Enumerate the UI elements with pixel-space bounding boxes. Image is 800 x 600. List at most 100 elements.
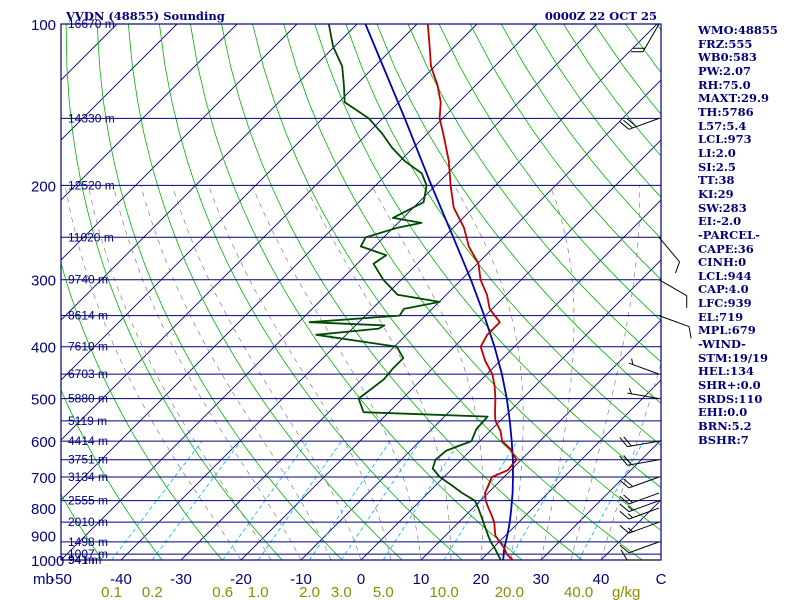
pressure-tick-label: 100 bbox=[31, 17, 56, 34]
indices-panel: WMO:48855 FRZ:555 WB0:583 PW:2.07 RH:75.… bbox=[698, 23, 798, 447]
mixing-ratio-unit-label: g/kg bbox=[612, 584, 640, 600]
wind-barb bbox=[619, 117, 660, 130]
temperature-tick-label: -20 bbox=[230, 571, 252, 588]
index-sw: SW:283 bbox=[698, 200, 747, 215]
wind-barb-feather bbox=[623, 455, 632, 465]
index-brn: BRN:5.2 bbox=[698, 419, 752, 434]
mixing-ratio-line bbox=[578, 440, 644, 560]
mixing-ratio-line bbox=[382, 440, 461, 560]
temperature-tick-label: 40 bbox=[593, 571, 610, 588]
isotherm-line bbox=[420, 319, 661, 560]
height-tick-label: 94 m bbox=[68, 553, 95, 567]
dry-adiabat-line bbox=[159, 24, 463, 560]
mixing-ratio-line bbox=[222, 440, 309, 560]
height-tick-label: 1007 m bbox=[68, 547, 108, 561]
index-ki: KI:29 bbox=[698, 186, 734, 201]
wind-barb bbox=[619, 521, 660, 534]
wind-barb-staff bbox=[627, 459, 660, 466]
mixing-ratio-line bbox=[508, 440, 579, 560]
index-wmo: WMO:48855 bbox=[698, 23, 778, 37]
index-bshr: BSHR:7 bbox=[698, 432, 749, 447]
pressure-tick-label: 900 bbox=[31, 528, 56, 545]
index-l57: L57:5.4 bbox=[698, 118, 747, 133]
pressure-tick-label: 800 bbox=[31, 501, 56, 518]
wind-barb-staff bbox=[627, 392, 660, 400]
wind-barb-staff bbox=[658, 236, 680, 263]
moist-adiabat-line bbox=[171, 185, 362, 560]
pressure-tick-label: 700 bbox=[31, 470, 56, 487]
isotherm-line bbox=[360, 259, 661, 560]
wind-barb-staff bbox=[628, 507, 660, 520]
wind-barb-feather bbox=[674, 261, 681, 274]
wind-barb bbox=[658, 279, 688, 308]
isotherm-line bbox=[120, 24, 658, 560]
wind-barb bbox=[619, 507, 660, 520]
moist-adiabat-line bbox=[140, 185, 332, 560]
dry-adiabat-line bbox=[127, 24, 403, 560]
index-frz: FRZ:555 bbox=[698, 36, 753, 51]
pressure-tick-label: 1000 bbox=[31, 553, 64, 570]
wind-barb-feather bbox=[623, 494, 634, 503]
index-hel: HEL:134 bbox=[698, 364, 754, 379]
index-tt: TT:38 bbox=[698, 173, 735, 188]
height-tick-label: 12520 m bbox=[68, 178, 115, 192]
isotherm-line bbox=[61, 24, 178, 141]
mixing-ratio-tick-label: 2.0 bbox=[299, 584, 320, 600]
height-tick-label: 9740 m bbox=[68, 273, 108, 287]
pressure-tick-label: 300 bbox=[31, 273, 56, 290]
height-tick-label: 5880 m bbox=[68, 392, 108, 406]
mixing-ratio-line bbox=[309, 440, 391, 560]
wind-barb bbox=[619, 476, 660, 489]
index-th: TH:5786 bbox=[698, 104, 754, 119]
height-tick-label: 2010 m bbox=[68, 515, 108, 529]
isotherm-line bbox=[61, 24, 298, 261]
pressure-tick-label: 500 bbox=[31, 392, 56, 409]
wind-barb-staff bbox=[658, 279, 687, 297]
wind-barb-staff bbox=[628, 362, 660, 375]
wind-barb-feather bbox=[619, 525, 630, 534]
wind-barb bbox=[658, 315, 692, 339]
parcel-trace bbox=[364, 24, 514, 560]
dewpoint-trace bbox=[308, 24, 502, 560]
dry-adiabat-line bbox=[61, 261, 223, 560]
height-tick-label: 3134 m bbox=[68, 470, 108, 484]
wind-barb bbox=[658, 236, 681, 274]
wind-barb-staff bbox=[628, 500, 660, 513]
parcel-section-heading: -PARCEL- bbox=[698, 227, 760, 242]
height-tick-label: 7610 m bbox=[68, 340, 108, 354]
temperature-tick-label: -30 bbox=[170, 571, 192, 588]
wind-barb-feather bbox=[619, 503, 630, 512]
index-li: LI:2.0 bbox=[698, 145, 736, 160]
wind-barb-staff bbox=[628, 521, 660, 534]
pressure-tick-label: 400 bbox=[31, 340, 56, 357]
dry-adiabat-line bbox=[96, 24, 343, 560]
dry-adiabat-line bbox=[190, 24, 523, 560]
wind-barb-feather bbox=[626, 118, 637, 127]
index-el: EL:719 bbox=[698, 309, 744, 324]
moist-adiabat-line bbox=[208, 185, 392, 560]
wind-barb-staff bbox=[628, 117, 660, 130]
mixing-ratio-line bbox=[151, 440, 242, 560]
height-tick-label: 3751 m bbox=[68, 453, 108, 467]
isotherm-line bbox=[480, 379, 661, 560]
wind-barb-feather bbox=[623, 436, 632, 447]
moist-adiabat-line bbox=[371, 185, 484, 560]
mixing-ratio-tick-label: 0.2 bbox=[142, 584, 163, 600]
wind-barb-feather bbox=[619, 437, 628, 447]
wind-barb bbox=[620, 549, 659, 561]
mixing-ratio-tick-label: 3.0 bbox=[331, 584, 352, 600]
temperature-tick-label: -50 bbox=[50, 571, 72, 588]
wind-barb-feather bbox=[623, 119, 634, 129]
isotherm-line bbox=[240, 139, 661, 560]
height-tick-label: 8614 m bbox=[68, 309, 108, 323]
index-parcel-lcl: LCL:944 bbox=[698, 268, 752, 283]
mixing-ratio-tick-label: 20.0 bbox=[495, 584, 524, 600]
temperature-tick-label: 20 bbox=[473, 571, 490, 588]
wind-barb bbox=[619, 492, 660, 505]
temperature-tick-label: 10 bbox=[413, 571, 430, 588]
wind-barb-feather bbox=[619, 455, 628, 466]
height-tick-label: 16670 m bbox=[68, 17, 115, 31]
mixing-ratio-tick-label: 10.0 bbox=[430, 584, 459, 600]
wind-barb-feather bbox=[631, 358, 634, 365]
isotherm-line bbox=[540, 439, 661, 560]
